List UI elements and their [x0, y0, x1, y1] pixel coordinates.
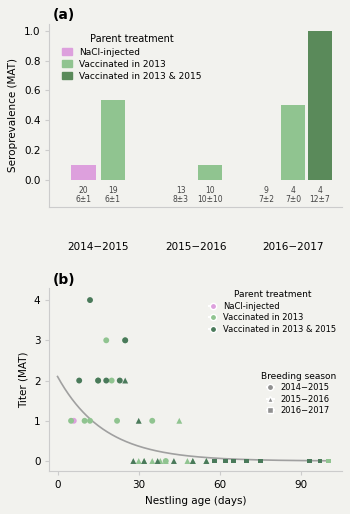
Point: [163, 457, 169, 465]
Point: [244, 457, 250, 465]
Point: [136, 417, 141, 425]
Point: [204, 457, 209, 465]
Point: [136, 457, 141, 465]
Point: [212, 457, 217, 465]
Point: [122, 376, 128, 384]
Point: [141, 457, 147, 465]
Text: 20: 20: [79, 187, 88, 195]
Text: 7±2: 7±2: [258, 195, 274, 205]
Point: [155, 457, 160, 465]
Bar: [71, 165, 96, 180]
Point: [163, 457, 169, 465]
Text: 4: 4: [290, 187, 295, 195]
Point: [68, 417, 74, 425]
Point: [258, 457, 263, 465]
Text: 10±10: 10±10: [197, 195, 223, 205]
Point: [244, 457, 250, 465]
Point: [171, 457, 177, 465]
Point: [231, 457, 236, 465]
Point: [109, 376, 114, 384]
Point: [76, 376, 82, 384]
X-axis label: Nestling age (days): Nestling age (days): [145, 495, 246, 506]
Point: [306, 457, 312, 465]
Point: [190, 457, 196, 465]
Text: 6±1: 6±1: [105, 195, 121, 205]
Bar: [308, 31, 332, 180]
Text: 6±1: 6±1: [76, 195, 91, 205]
Text: (a): (a): [52, 8, 75, 22]
Text: 19: 19: [108, 187, 118, 195]
Point: [204, 457, 209, 465]
Point: [87, 296, 93, 304]
Bar: [281, 105, 305, 180]
Point: [176, 417, 182, 425]
Legend: NaCl-injected, Vaccinated in 2013, Vaccinated in 2013 & 2015: NaCl-injected, Vaccinated in 2013, Vacci…: [60, 32, 204, 84]
Bar: [100, 100, 125, 180]
Point: [117, 376, 122, 384]
Point: [223, 457, 228, 465]
Legend: 2014−2015, 2015−2016, 2016−2017: 2014−2015, 2015−2016, 2016−2017: [259, 370, 337, 417]
Point: [231, 457, 236, 465]
Point: [141, 457, 147, 465]
Text: (b): (b): [52, 273, 75, 287]
Point: [190, 457, 196, 465]
Point: [71, 417, 77, 425]
Bar: [198, 165, 222, 180]
Text: 13: 13: [176, 187, 186, 195]
Text: 9: 9: [264, 187, 268, 195]
Text: 8±3: 8±3: [173, 195, 189, 205]
Point: [306, 457, 312, 465]
Point: [317, 457, 323, 465]
Point: [317, 457, 323, 465]
Point: [104, 376, 109, 384]
Point: [149, 417, 155, 425]
Text: 7±0: 7±0: [285, 195, 301, 205]
Text: 12±7: 12±7: [309, 195, 330, 205]
Point: [95, 376, 101, 384]
Point: [184, 457, 190, 465]
Point: [326, 457, 331, 465]
Point: [82, 417, 88, 425]
Point: [114, 417, 120, 425]
Text: 4: 4: [317, 187, 322, 195]
Y-axis label: Seroprevalence (MAT): Seroprevalence (MAT): [8, 58, 18, 172]
Point: [95, 376, 101, 384]
Point: [104, 336, 109, 344]
Point: [212, 457, 217, 465]
Point: [223, 457, 228, 465]
Point: [87, 417, 93, 425]
Point: [149, 457, 155, 465]
Point: [131, 457, 136, 465]
Point: [158, 457, 163, 465]
Y-axis label: Titer (MAT): Titer (MAT): [18, 351, 28, 408]
Point: [122, 336, 128, 344]
Text: 10: 10: [205, 187, 215, 195]
Point: [122, 336, 128, 344]
